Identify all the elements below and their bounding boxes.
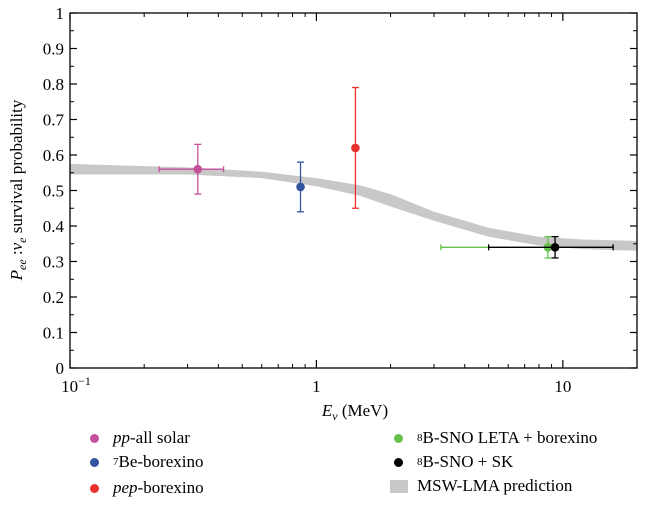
series-point-0 — [158, 143, 225, 195]
y-tick-label: 0.8 — [43, 75, 64, 94]
y-tick-label: 0.6 — [43, 146, 64, 165]
y-tick-label: 0.9 — [43, 40, 64, 59]
y-tick-label: 0 — [56, 359, 65, 378]
y-tick-label: 0.3 — [43, 253, 64, 272]
msw-lma-band — [70, 163, 637, 251]
axis-ticks-layer: 0 0.1 0.2 0.3 0.4 0.5 0.6 0.7 0.8 0.9 1 10−1 1 10 — [43, 4, 637, 396]
y-axis-label: Pee :νe survival probability — [7, 99, 29, 281]
y-tick-label: 0.7 — [43, 111, 65, 130]
series-point-2 — [351, 86, 360, 209]
series-point-1 — [296, 161, 305, 213]
data-point-marker — [296, 182, 305, 192]
data-point-marker — [193, 164, 203, 174]
series-point-4 — [487, 235, 614, 259]
x-axis-label: Eν (MeV) — [321, 401, 388, 423]
data-points-layer — [158, 86, 614, 259]
y-tick-label: 1 — [56, 4, 65, 23]
y-tick-label: 0.2 — [43, 288, 64, 307]
data-point-marker — [550, 243, 560, 252]
y-tick-label: 0.1 — [43, 324, 64, 343]
x-tick-label: 10 — [554, 377, 571, 396]
x-tick-label: 10−1 — [61, 374, 91, 396]
msw-lma-band-layer — [70, 163, 637, 251]
y-tick-label: 0.5 — [43, 182, 64, 201]
y-tick-label: 0.4 — [43, 217, 65, 236]
data-point-marker — [351, 143, 360, 153]
x-tick-label: 1 — [312, 377, 321, 396]
